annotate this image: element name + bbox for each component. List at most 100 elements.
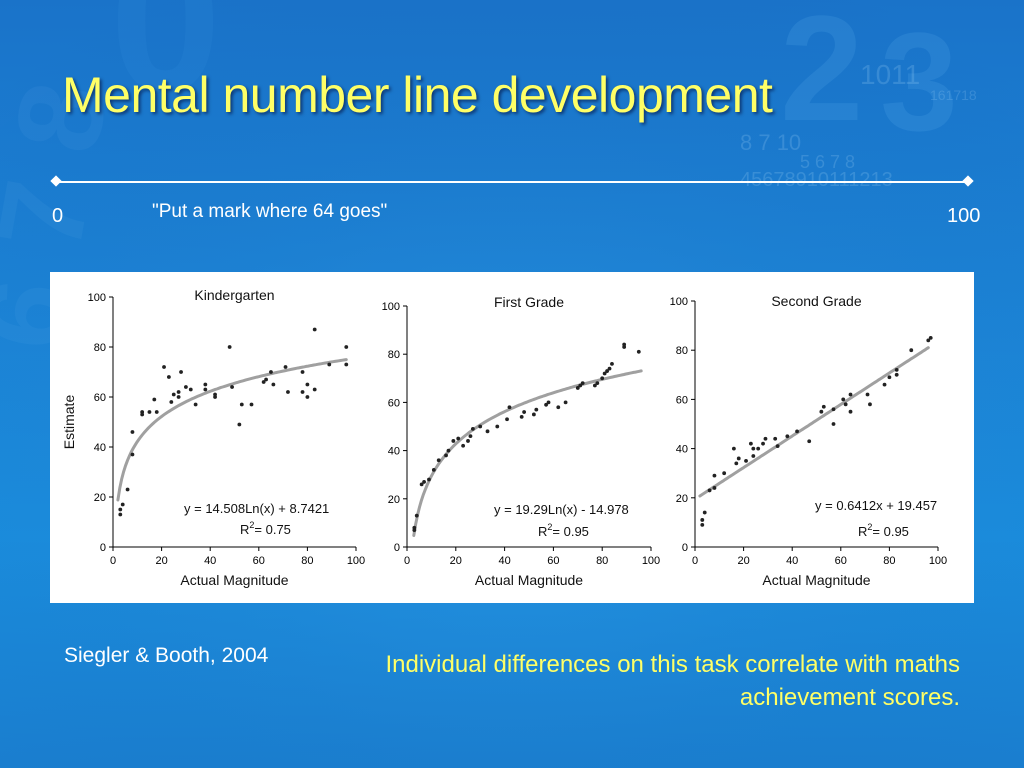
chart-3-data-point	[751, 454, 756, 458]
chart-3-data-point	[865, 392, 870, 397]
chart-3-data-point	[841, 397, 846, 402]
chart-1-data-point	[147, 410, 152, 414]
chart-1-data-point	[125, 487, 130, 492]
chart-2-data-point	[470, 427, 475, 431]
chart-2-data-point	[461, 443, 466, 448]
svg-text:5 6 7 8: 5 6 7 8	[800, 152, 855, 172]
chart-2-r-squared: R2= 0.95	[538, 522, 589, 539]
chart-2-x-tick-label: 80	[596, 555, 608, 567]
chart-1-data-point	[169, 400, 174, 404]
number-line-end-label: 100	[947, 205, 981, 227]
number-line-right-end	[962, 175, 974, 187]
chart-2-data-point	[427, 477, 431, 482]
chart-2-data-point	[602, 371, 607, 376]
chart-1-r-squared: R2= 0.75	[240, 520, 291, 537]
chart-2-y-tick-label: 60	[388, 397, 400, 409]
chart-2-y-tick-label: 100	[382, 301, 400, 313]
chart-2-data-point	[431, 467, 436, 472]
chart-2-x-axis-label: Actual Magnitude	[475, 572, 583, 588]
chart-1-data-point	[261, 380, 266, 384]
chart-2-data-point	[610, 361, 614, 366]
chart-2-data-point	[580, 381, 585, 386]
chart-1-data-point	[227, 345, 232, 349]
chart-2-data-point	[592, 383, 597, 388]
chart-3-r-squared: R2= 0.95	[858, 522, 909, 539]
footnote: Individual differences on this task corr…	[385, 651, 960, 711]
chart-1-data-point	[130, 430, 135, 434]
chart-3-fit-line	[698, 346, 930, 498]
chart-3-data-point	[882, 382, 887, 387]
chart-3-data-point	[795, 429, 799, 434]
svg-text:1011: 1011	[860, 59, 920, 90]
chart-1-data-point	[312, 387, 317, 392]
chart-2-data-point	[468, 434, 473, 439]
chart-3-y-tick-label: 60	[676, 394, 688, 406]
chart-2-data-point	[519, 414, 524, 419]
chart-3-data-point	[700, 518, 705, 522]
chart-1-data-point	[179, 370, 183, 374]
chart-2-x-tick-label: 60	[547, 555, 559, 567]
chart-1-x-tick-label: 100	[347, 555, 365, 567]
chart-1-data-point	[300, 370, 305, 374]
chart-3-data-point	[700, 522, 705, 527]
chart-1-data-point	[166, 375, 171, 379]
chart-2-x-tick-label: 100	[642, 555, 660, 567]
chart-1-y-tick-label: 100	[88, 292, 106, 304]
chart-3-x-tick-label: 80	[883, 555, 895, 567]
chart-3-equation: y = 0.6412x + 19.457	[815, 498, 937, 513]
chart-1-y-tick-label: 80	[94, 342, 106, 354]
chart-3-x-tick-label: 0	[692, 555, 698, 567]
chart-3-data-point	[712, 473, 717, 478]
chart-2-data-point	[534, 407, 539, 412]
chart-3-x-tick-label: 60	[835, 555, 847, 567]
chart-2-data-point	[636, 349, 641, 354]
chart-2-data-point	[607, 366, 612, 371]
chart-3-y-tick-label: 0	[682, 542, 688, 554]
chart-3-data-point	[736, 456, 741, 461]
chart-1-data-point	[312, 327, 317, 332]
chart-2-data-point	[466, 439, 470, 443]
svg-text:8 7 10: 8 7 10	[740, 130, 801, 155]
chart-1-y-tick-label: 20	[94, 492, 106, 504]
chart-1-y-tick-label: 0	[100, 542, 106, 554]
chart-3-data-point	[819, 409, 824, 414]
chart-2-data-point	[622, 342, 627, 347]
chart-3-data-point	[807, 439, 812, 444]
task-prompt: "Put a mark where 64 goes"	[152, 201, 388, 222]
chart-1-data-point	[264, 377, 268, 382]
chart-3-x-tick-label: 40	[786, 555, 798, 567]
chart-1-data-point	[176, 390, 181, 394]
chart-2-y-tick-label: 80	[388, 349, 400, 361]
chart-1-data-point	[184, 385, 188, 389]
chart-1-equation: y = 14.508Ln(x) + 8.7421	[184, 501, 329, 516]
chart-1-data-point	[327, 362, 332, 367]
chart-2-data-point	[556, 405, 561, 410]
chart-2-data-point	[412, 525, 417, 530]
chart-2-data-point	[605, 369, 609, 373]
chart-1-title: Kindergarten	[194, 287, 274, 303]
chart-1-data-point	[171, 392, 176, 397]
chart-3-y-tick-label: 100	[670, 296, 688, 308]
chart-1-x-tick-label: 0	[110, 555, 116, 567]
chart-1-data-point	[152, 397, 157, 402]
chart-1-y-tick-label: 40	[94, 442, 106, 454]
number-line-start-label: 0	[52, 205, 64, 227]
svg-text:3: 3	[880, 3, 958, 160]
chart-1-data-point	[154, 410, 159, 414]
chart-2-data-point	[422, 480, 426, 484]
chart-3-data-point	[894, 367, 899, 372]
chart-2-data-point	[419, 482, 424, 487]
chart-3-data-point	[761, 441, 765, 446]
chart-3-data-point	[894, 372, 899, 377]
chart-1-y-axis-label: Estimate	[61, 395, 77, 450]
chart-3-data-point	[773, 436, 778, 441]
chart-1-data-point	[344, 345, 349, 349]
chart-3-data-point	[848, 392, 853, 397]
chart-3-data-point	[734, 461, 739, 466]
chart-1-x-axis-label: Actual Magnitude	[180, 572, 288, 588]
chart-3-data-point	[707, 488, 712, 493]
chart-3-data-point	[843, 402, 848, 407]
chart-2-y-tick-label: 0	[394, 542, 400, 554]
chart-2-data-point	[531, 412, 536, 417]
chart-2-data-point	[563, 400, 568, 405]
